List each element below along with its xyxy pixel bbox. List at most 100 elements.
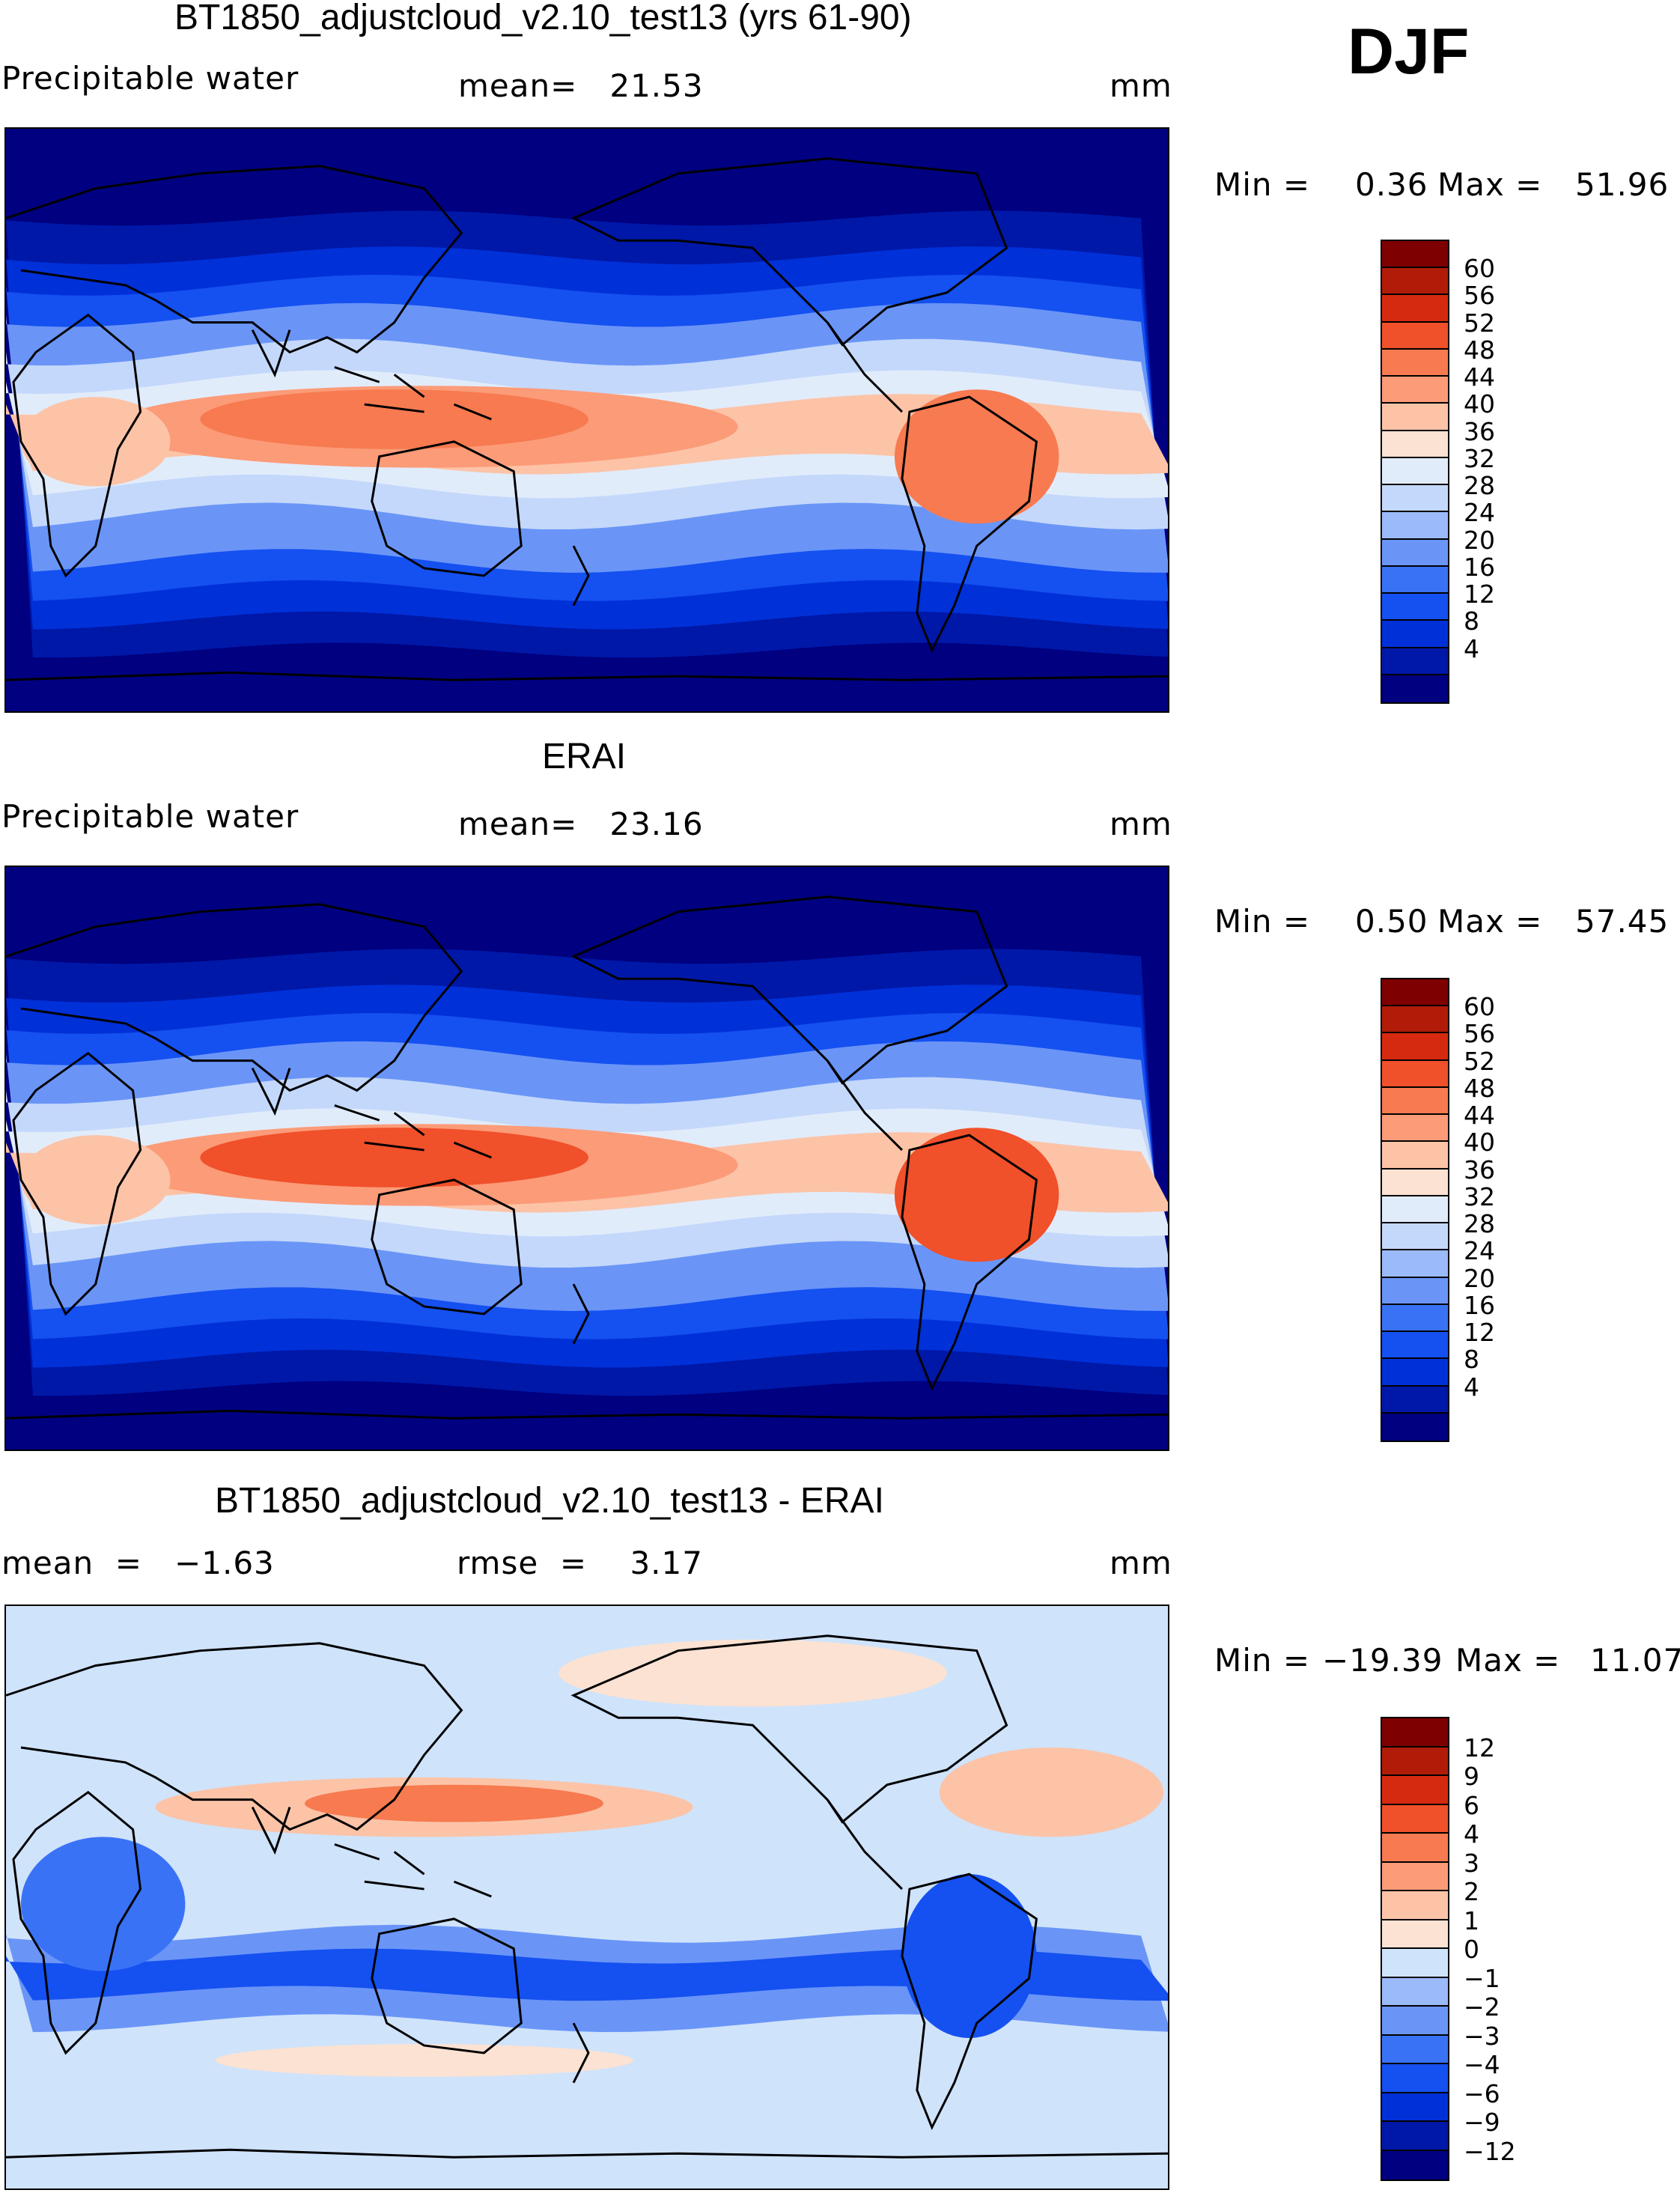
colorbar-segment — [1382, 1359, 1448, 1387]
panel3-mean: mean = −1.63 — [1, 1545, 275, 1581]
coastline — [371, 1917, 523, 2054]
colorbar-tick-label: 56 — [1464, 281, 1495, 311]
panel1-contour-plot — [6, 129, 1168, 711]
colorbar-tick-label: −6 — [1464, 2078, 1500, 2108]
colorbar-tick-label: 44 — [1464, 1101, 1495, 1131]
panel2-max-value: 57.45 — [1575, 903, 1670, 940]
colorbar-segment — [1382, 1977, 1448, 2007]
colorbar-segment — [1382, 1060, 1448, 1088]
colorbar-segment — [1382, 1332, 1448, 1360]
panel1-min-label: Min = — [1214, 166, 1311, 203]
colorbar-tick-label: 40 — [1464, 389, 1495, 419]
colorbar-segment — [1382, 377, 1448, 404]
colorbar-tick-label: −9 — [1464, 2108, 1500, 2137]
coastline — [901, 1873, 1038, 2131]
negative-anomaly-africa — [20, 1837, 186, 1971]
colorbar-tick-label: 44 — [1464, 362, 1495, 392]
colorbar-segment — [1382, 539, 1448, 567]
colorbar-tick-label: 3 — [1464, 1848, 1479, 1878]
colorbar-segment — [1382, 1413, 1448, 1441]
coastline — [572, 2022, 590, 2084]
colorbar-segment — [1382, 594, 1448, 621]
colorbar-segment — [1382, 485, 1448, 513]
south-america-maximum — [894, 389, 1059, 524]
panel2-min-value: 0.50 — [1355, 903, 1428, 940]
colorbar-tick-label: 56 — [1464, 1019, 1495, 1049]
colorbar-tick-label: 32 — [1464, 1181, 1495, 1211]
colorbar-tick-label: 12 — [1464, 1733, 1495, 1762]
colorbar-segment — [1382, 675, 1448, 702]
colorbar-tick-label: 48 — [1464, 335, 1495, 365]
coastline — [334, 1104, 492, 1159]
colorbar-tick-label: 32 — [1464, 443, 1495, 473]
panel3-map — [4, 1605, 1169, 2190]
coastline — [572, 1283, 590, 1345]
africa-maximum — [20, 1135, 171, 1225]
colorbar-segment — [1382, 1277, 1448, 1305]
colorbar-segment — [1382, 1949, 1448, 1978]
colorbar-tick-label: 60 — [1464, 254, 1495, 284]
panel2-map — [4, 866, 1169, 1451]
colorbar-segment — [1382, 1142, 1448, 1170]
colorbar-segment — [1382, 295, 1448, 323]
colorbar-tick-label: 2 — [1464, 1877, 1479, 1906]
colorbar-tick-label: 1 — [1464, 1905, 1479, 1935]
panel3-colorbar — [1381, 1717, 1449, 2181]
coastline — [251, 1067, 291, 1116]
coastline — [334, 1843, 492, 1898]
colorbar-tick-label: 20 — [1464, 525, 1495, 555]
panel2-contour-plot — [6, 867, 1168, 1450]
colorbar-segment — [1382, 322, 1448, 350]
coastline — [12, 1051, 142, 1316]
panel1-min-value: 0.36 — [1355, 166, 1428, 203]
panel1-mean: mean= 21.53 — [458, 67, 704, 104]
coastline — [6, 671, 1168, 681]
coastline — [6, 1409, 1168, 1420]
positive-anomaly-north — [559, 1639, 947, 1707]
colorbar-tick-label: 12 — [1464, 1318, 1495, 1348]
coastline — [826, 1798, 903, 1891]
negative-anomaly-south-america — [901, 1874, 1037, 2039]
panel3-rmse: rmse = 3.17 — [457, 1545, 703, 1581]
colorbar-segment — [1382, 1250, 1448, 1278]
colorbar-tick-label: 24 — [1464, 1236, 1495, 1266]
colorbar-segment — [1382, 457, 1448, 486]
panel2-mean: mean= 23.16 — [458, 806, 704, 842]
colorbar-tick-label: 24 — [1464, 498, 1495, 528]
panel3-max-value: 11.07 — [1590, 1642, 1680, 1679]
colorbar-tick-label: 52 — [1464, 1046, 1495, 1076]
colorbar-tick-label: 9 — [1464, 1762, 1479, 1791]
colorbar-segment — [1382, 648, 1448, 675]
colorbar-tick-label: −2 — [1464, 1992, 1500, 2022]
colorbar-tick-label: 20 — [1464, 1263, 1495, 1293]
colorbar-tick-label: −1 — [1464, 1963, 1500, 1993]
colorbar-segment — [1382, 979, 1448, 1007]
panel2-max-label: Max = — [1437, 903, 1543, 940]
coastline — [371, 440, 523, 577]
colorbar-segment — [1382, 1776, 1448, 1805]
panel2-min-label: Min = — [1214, 903, 1311, 940]
colorbar-tick-label: 52 — [1464, 308, 1495, 338]
panel1-unit: mm — [1110, 67, 1172, 104]
season-label: DJF — [1348, 16, 1470, 88]
colorbar-tick-label: 36 — [1464, 416, 1495, 446]
colorbar-segment — [1382, 1718, 1448, 1748]
colorbar-segment — [1382, 2150, 1448, 2180]
coastline — [6, 1642, 463, 1831]
panel2-variable-label: Precipitable water — [1, 798, 299, 835]
panel2-unit: mm — [1110, 806, 1172, 842]
colorbar-tick-label: 28 — [1464, 1209, 1495, 1239]
colorbar-tick-label: 12 — [1464, 580, 1495, 609]
colorbar-segment — [1382, 2122, 1448, 2151]
africa-maximum — [20, 397, 171, 487]
colorbar-segment — [1382, 1834, 1448, 1863]
positive-anomaly-southern-ocean — [215, 2043, 633, 2077]
coastline — [6, 2148, 1168, 2159]
colorbar-segment — [1382, 1747, 1448, 1776]
colorbar-tick-label: 4 — [1464, 1819, 1479, 1849]
coastline — [901, 1134, 1038, 1392]
colorbar-tick-label: −4 — [1464, 2050, 1500, 2079]
colorbar-tick-label: −12 — [1464, 2136, 1516, 2166]
colorbar-tick-label: 8 — [1464, 1345, 1479, 1375]
colorbar-segment — [1382, 1386, 1448, 1414]
